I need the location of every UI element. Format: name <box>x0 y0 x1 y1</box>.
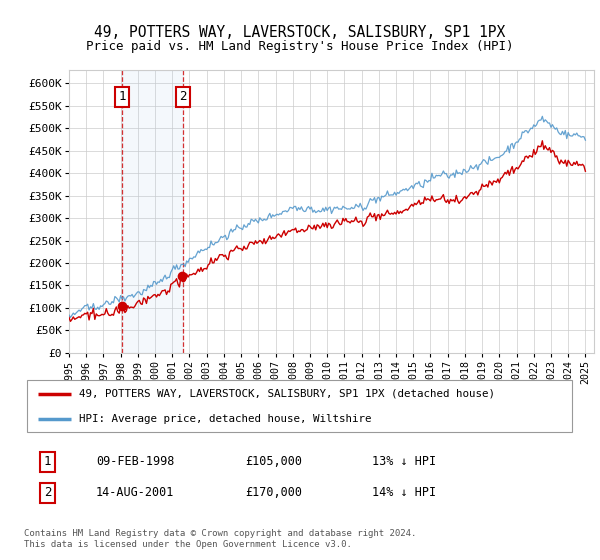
Text: 13% ↓ HPI: 13% ↓ HPI <box>372 455 436 468</box>
Text: 14-AUG-2001: 14-AUG-2001 <box>96 486 174 500</box>
Text: 09-FEB-1998: 09-FEB-1998 <box>96 455 174 468</box>
Text: 49, POTTERS WAY, LAVERSTOCK, SALISBURY, SP1 1PX (detached house): 49, POTTERS WAY, LAVERSTOCK, SALISBURY, … <box>79 389 495 399</box>
Text: £170,000: £170,000 <box>245 486 302 500</box>
FancyBboxPatch shape <box>27 380 572 432</box>
Text: Price paid vs. HM Land Registry's House Price Index (HPI): Price paid vs. HM Land Registry's House … <box>86 40 514 53</box>
Text: £105,000: £105,000 <box>245 455 302 468</box>
Text: Contains HM Land Registry data © Crown copyright and database right 2024.
This d: Contains HM Land Registry data © Crown c… <box>24 529 416 549</box>
Text: 2: 2 <box>44 486 52 500</box>
Text: 49, POTTERS WAY, LAVERSTOCK, SALISBURY, SP1 1PX: 49, POTTERS WAY, LAVERSTOCK, SALISBURY, … <box>94 25 506 40</box>
Text: 2: 2 <box>179 90 187 104</box>
Text: 1: 1 <box>119 90 126 104</box>
Text: 14% ↓ HPI: 14% ↓ HPI <box>372 486 436 500</box>
Bar <box>122 70 183 353</box>
Text: 1: 1 <box>44 455 52 468</box>
Text: HPI: Average price, detached house, Wiltshire: HPI: Average price, detached house, Wilt… <box>79 414 372 424</box>
